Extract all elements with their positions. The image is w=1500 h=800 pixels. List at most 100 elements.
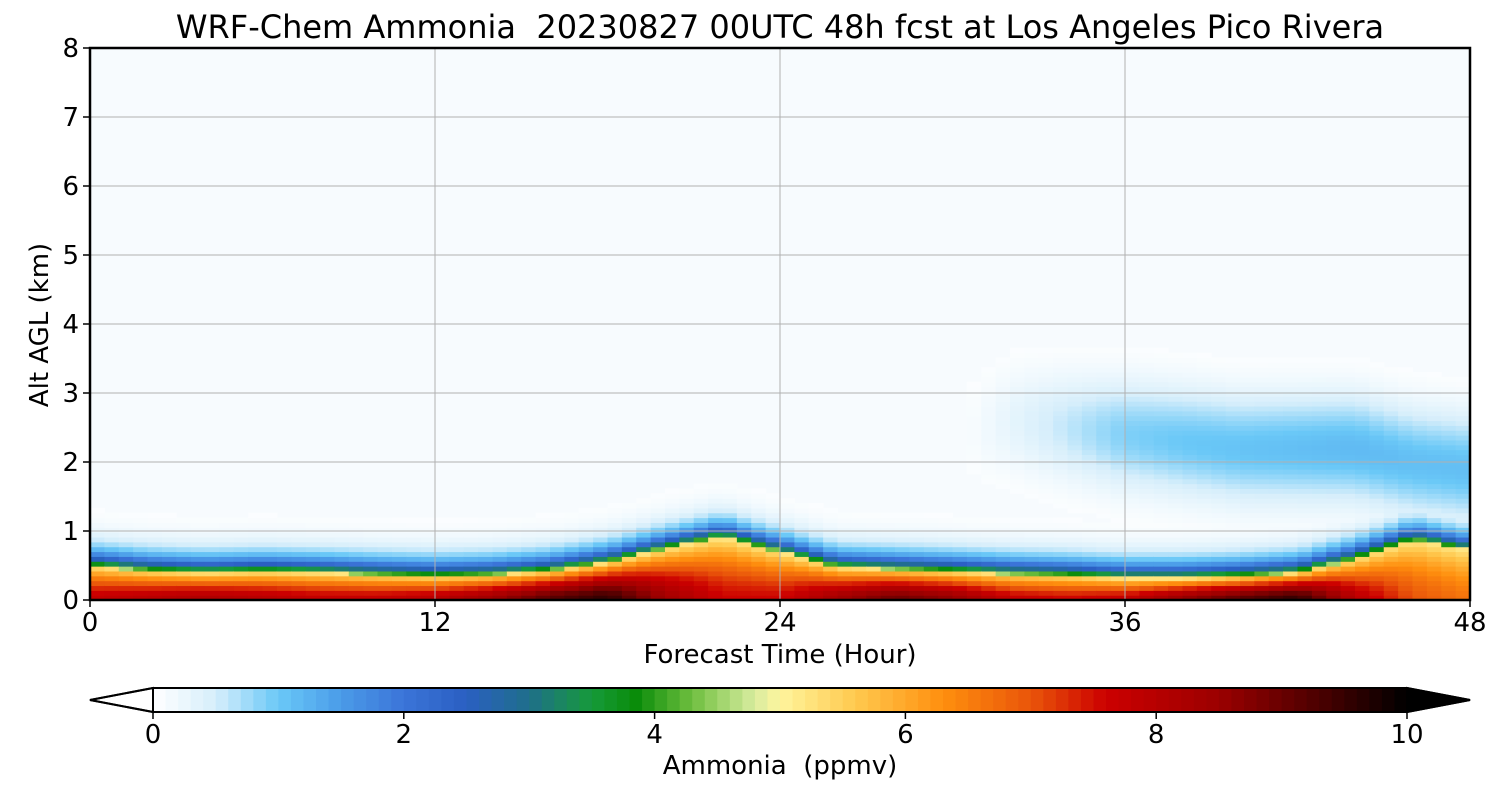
heatmap-cell (1398, 478, 1414, 485)
heatmap-cell (1038, 435, 1054, 441)
heatmap-cell (521, 536, 537, 543)
heatmap-cell (463, 575, 479, 582)
heatmap-cell (1139, 595, 1155, 600)
heatmap-cell (823, 580, 839, 587)
heatmap-cell (1168, 435, 1184, 441)
heatmap-cell (981, 570, 997, 577)
heatmap-cell (765, 575, 781, 582)
heatmap-cell (1412, 415, 1428, 422)
heatmap-cell (1254, 575, 1270, 582)
y-tick-label: 7 (62, 103, 79, 133)
heatmap-cell (1139, 532, 1155, 538)
heatmap-cell (1355, 595, 1370, 600)
heatmap-cell (1311, 507, 1327, 514)
heatmap-cell (1110, 570, 1126, 577)
heatmap-cell (1240, 425, 1255, 431)
heatmap-cell (1182, 527, 1198, 533)
heatmap-cell (1254, 551, 1270, 557)
heatmap-cell (593, 532, 609, 538)
heatmap-cell (1067, 439, 1083, 446)
heatmap-cell (190, 551, 206, 557)
heatmap-cell (1254, 391, 1270, 397)
heatmap-cell (90, 551, 105, 557)
heatmap-cell (1355, 522, 1370, 528)
heatmap-cell (233, 546, 249, 553)
heatmap-cell (420, 590, 436, 596)
heatmap-cell (1182, 532, 1198, 538)
heatmap-cell (636, 575, 652, 582)
heatmap-cell (1355, 381, 1370, 388)
heatmap-cell (564, 517, 580, 523)
heatmap-cell (1024, 464, 1040, 470)
heatmap-cell (1096, 585, 1112, 591)
heatmap-cell (1268, 469, 1284, 475)
heatmap-cell (262, 556, 278, 562)
heatmap-cell (535, 561, 551, 567)
heatmap-cell (823, 570, 839, 577)
heatmap-cell (1426, 595, 1442, 600)
heatmap-cell (1455, 391, 1470, 397)
heatmap-cell (1182, 493, 1198, 499)
heatmap-cell (1225, 561, 1241, 567)
heatmap-cell (1153, 551, 1169, 557)
heatmap-cell (966, 386, 982, 392)
heatmap-cell (1426, 449, 1442, 456)
heatmap-cell (1053, 488, 1069, 494)
heatmap-cell (435, 580, 450, 587)
heatmap-cell (90, 570, 105, 577)
heatmap-cell (1125, 381, 1140, 388)
heatmap-cell (981, 391, 997, 397)
heatmap-cell (1398, 405, 1414, 412)
heatmap-cell (492, 561, 508, 567)
heatmap-cell (262, 585, 278, 591)
heatmap-cell (880, 580, 896, 587)
heatmap-cell (1441, 420, 1457, 426)
heatmap-cell (478, 541, 494, 548)
heatmap-cell (751, 590, 767, 596)
heatmap-cell (1225, 498, 1241, 504)
heatmap-cell (550, 566, 565, 572)
heatmap-cell (1412, 585, 1428, 591)
heatmap-cell (679, 556, 695, 562)
heatmap-cell (219, 585, 235, 591)
heatmap-cell (1268, 410, 1284, 417)
heatmap-cell (1398, 483, 1414, 490)
heatmap-cell (765, 493, 781, 499)
heatmap-cell (1369, 498, 1385, 504)
heatmap-cell (133, 566, 149, 572)
heatmap-cell (1340, 502, 1356, 509)
heatmap-cell (90, 580, 105, 587)
heatmap-cell (1225, 381, 1241, 388)
heatmap-cell (1412, 512, 1428, 519)
heatmap-cell (1139, 420, 1155, 426)
heatmap-cell (1225, 566, 1241, 572)
heatmap-cell (1110, 357, 1126, 363)
heatmap-cell (1211, 357, 1227, 363)
heatmap-cell (550, 590, 565, 596)
heatmap-cell (1110, 454, 1126, 460)
heatmap-cell (1211, 478, 1227, 485)
heatmap-cell (794, 546, 810, 553)
heatmap-cell (607, 575, 623, 582)
heatmap-cell (1053, 595, 1069, 600)
heatmap-cell (1398, 517, 1414, 523)
heatmap-cell (808, 546, 824, 553)
heatmap-cell (363, 585, 379, 591)
heatmap-cell (578, 512, 594, 519)
heatmap-cell (995, 415, 1011, 422)
heatmap-cell (1153, 493, 1169, 499)
heatmap-cell (1441, 546, 1457, 553)
heatmap-cell (1383, 444, 1399, 451)
heatmap-cell (621, 507, 637, 514)
heatmap-cell (952, 575, 968, 582)
heatmap-cell (348, 575, 364, 582)
heatmap-cell (1010, 362, 1025, 368)
heatmap-cell (377, 585, 393, 591)
heatmap-cell (1168, 556, 1184, 562)
heatmap-cell (1455, 517, 1470, 523)
heatmap-cell (133, 595, 149, 600)
heatmap-cell (1268, 376, 1284, 383)
heatmap-cell (1096, 570, 1112, 577)
heatmap-cell (650, 575, 666, 582)
heatmap-cell (693, 561, 709, 567)
